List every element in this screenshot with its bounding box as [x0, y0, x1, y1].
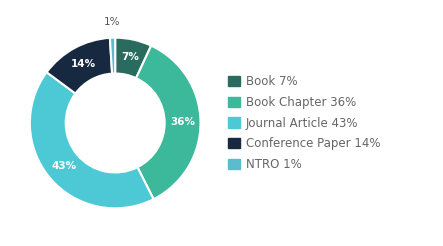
Wedge shape: [115, 38, 151, 78]
Wedge shape: [136, 46, 201, 199]
Text: 36%: 36%: [170, 117, 195, 127]
Text: 43%: 43%: [51, 161, 76, 171]
Wedge shape: [110, 38, 115, 74]
Wedge shape: [30, 72, 154, 208]
Wedge shape: [47, 38, 112, 93]
Legend: Book 7%, Book Chapter 36%, Journal Article 43%, Conference Paper 14%, NTRO 1%: Book 7%, Book Chapter 36%, Journal Artic…: [225, 73, 383, 173]
Text: 7%: 7%: [121, 52, 139, 62]
Text: 1%: 1%: [104, 17, 120, 27]
Text: 14%: 14%: [70, 59, 96, 69]
